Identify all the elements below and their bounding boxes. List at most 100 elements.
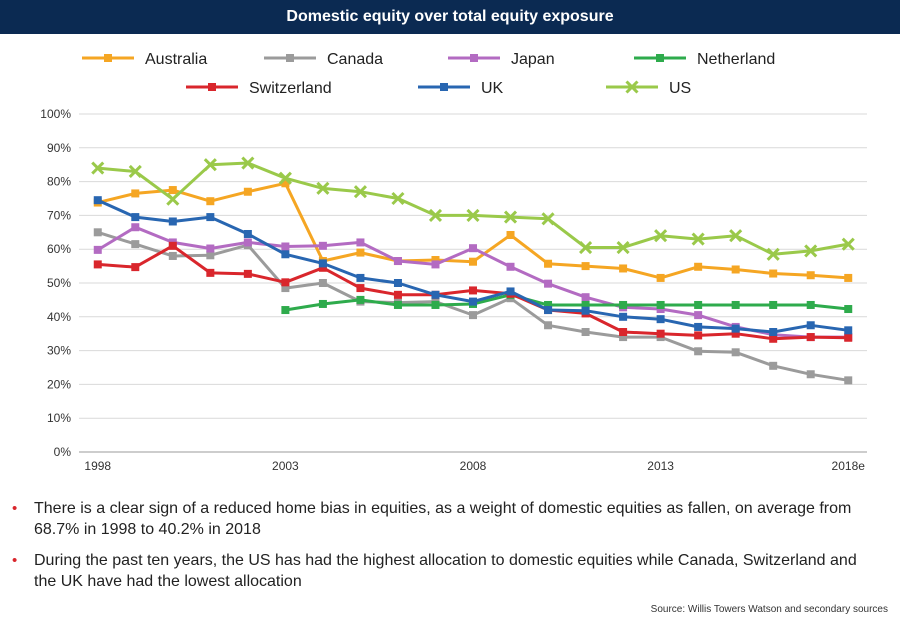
data-point — [168, 186, 177, 195]
legend-label: Japan — [511, 51, 555, 68]
legend-label: Australia — [145, 51, 207, 68]
data-point — [503, 210, 518, 224]
y-tick-label: 100% — [40, 107, 71, 121]
data-point — [694, 262, 703, 271]
data-point — [731, 348, 740, 357]
data-point — [356, 284, 365, 293]
y-tick-label: 70% — [47, 208, 71, 222]
data-point — [766, 247, 780, 261]
data-point — [579, 240, 593, 255]
series-line-netherland — [285, 293, 849, 312]
data-point — [278, 171, 292, 185]
data-point — [619, 264, 628, 273]
data-point — [356, 295, 365, 304]
legend-marker — [656, 54, 664, 62]
data-point — [616, 240, 630, 255]
data-point — [206, 244, 215, 253]
y-tick-label: 80% — [47, 175, 71, 189]
data-point — [318, 299, 327, 308]
bullet-icon: • — [12, 500, 18, 517]
data-point — [544, 306, 553, 315]
data-point — [769, 269, 778, 278]
data-point — [656, 305, 665, 314]
legend-label: US — [669, 80, 691, 97]
data-point — [206, 213, 215, 222]
data-point — [731, 265, 740, 274]
data-point — [466, 208, 480, 222]
note-item: • During the past ten years, the US has … — [10, 550, 880, 592]
chart-title: Domestic equity over total equity exposu… — [286, 8, 614, 25]
data-point — [581, 262, 590, 271]
data-point — [281, 250, 290, 259]
chart-title-bar: Domestic equity over total equity exposu… — [0, 0, 900, 34]
data-point — [243, 238, 252, 247]
data-point — [729, 229, 743, 243]
data-point — [93, 228, 102, 237]
data-point — [203, 158, 217, 172]
data-point — [731, 329, 740, 338]
data-point — [431, 290, 440, 299]
data-point — [166, 192, 180, 206]
data-point — [131, 223, 140, 232]
legend-marker — [625, 80, 639, 94]
data-point — [469, 311, 477, 320]
data-point — [93, 196, 102, 205]
data-point — [168, 241, 177, 250]
data-point — [431, 260, 440, 269]
data-point — [393, 257, 402, 266]
data-point — [694, 322, 703, 331]
data-point — [656, 315, 665, 324]
x-tick-label: 2013 — [647, 459, 674, 473]
data-point — [506, 262, 515, 271]
data-point — [806, 333, 815, 342]
data-point — [243, 187, 252, 196]
data-point — [469, 244, 477, 253]
note-text: During the past ten years, the US has ha… — [34, 552, 857, 590]
x-tick-label: 2018e — [832, 459, 866, 473]
data-point — [694, 347, 703, 356]
y-tick-label: 0% — [54, 445, 72, 459]
data-point — [656, 273, 665, 282]
data-point — [769, 300, 778, 309]
legend-marker — [470, 54, 478, 62]
data-point — [168, 217, 177, 226]
series-line-japan — [97, 225, 849, 339]
data-point — [318, 241, 327, 250]
data-point — [281, 242, 290, 251]
data-point — [581, 293, 590, 302]
y-tick-label: 40% — [47, 310, 71, 324]
data-point — [581, 306, 590, 315]
data-point — [356, 238, 365, 247]
data-point — [844, 333, 853, 342]
note-item: • There is a clear sign of a reduced hom… — [10, 498, 880, 540]
data-point — [206, 251, 215, 260]
data-point — [844, 326, 853, 335]
data-point — [731, 324, 740, 333]
legend-marker — [440, 83, 448, 91]
data-point — [281, 278, 290, 287]
data-point — [243, 229, 252, 238]
data-point — [806, 321, 815, 330]
data-point — [541, 212, 555, 226]
data-point — [656, 300, 665, 309]
data-point — [243, 269, 252, 278]
data-point — [356, 273, 365, 282]
data-point — [731, 300, 740, 309]
legend-label: Netherland — [697, 51, 775, 68]
data-point — [431, 256, 440, 265]
data-point — [769, 334, 778, 343]
data-point — [168, 251, 177, 260]
data-point — [469, 286, 477, 295]
y-tick-label: 90% — [47, 141, 71, 155]
data-point — [619, 333, 628, 342]
data-point — [619, 300, 628, 309]
data-point — [393, 279, 402, 287]
data-point — [844, 273, 853, 282]
notes-list: • There is a clear sign of a reduced hom… — [10, 498, 880, 602]
data-point — [844, 376, 853, 385]
data-point — [581, 300, 590, 309]
data-point — [694, 331, 703, 340]
line-chart: 0% 10% 20% 30% 40% 50% 60% 70% 80% 90% 100% 1998 200… — [40, 51, 867, 473]
legend-label: Canada — [327, 51, 383, 68]
data-point — [93, 245, 102, 254]
